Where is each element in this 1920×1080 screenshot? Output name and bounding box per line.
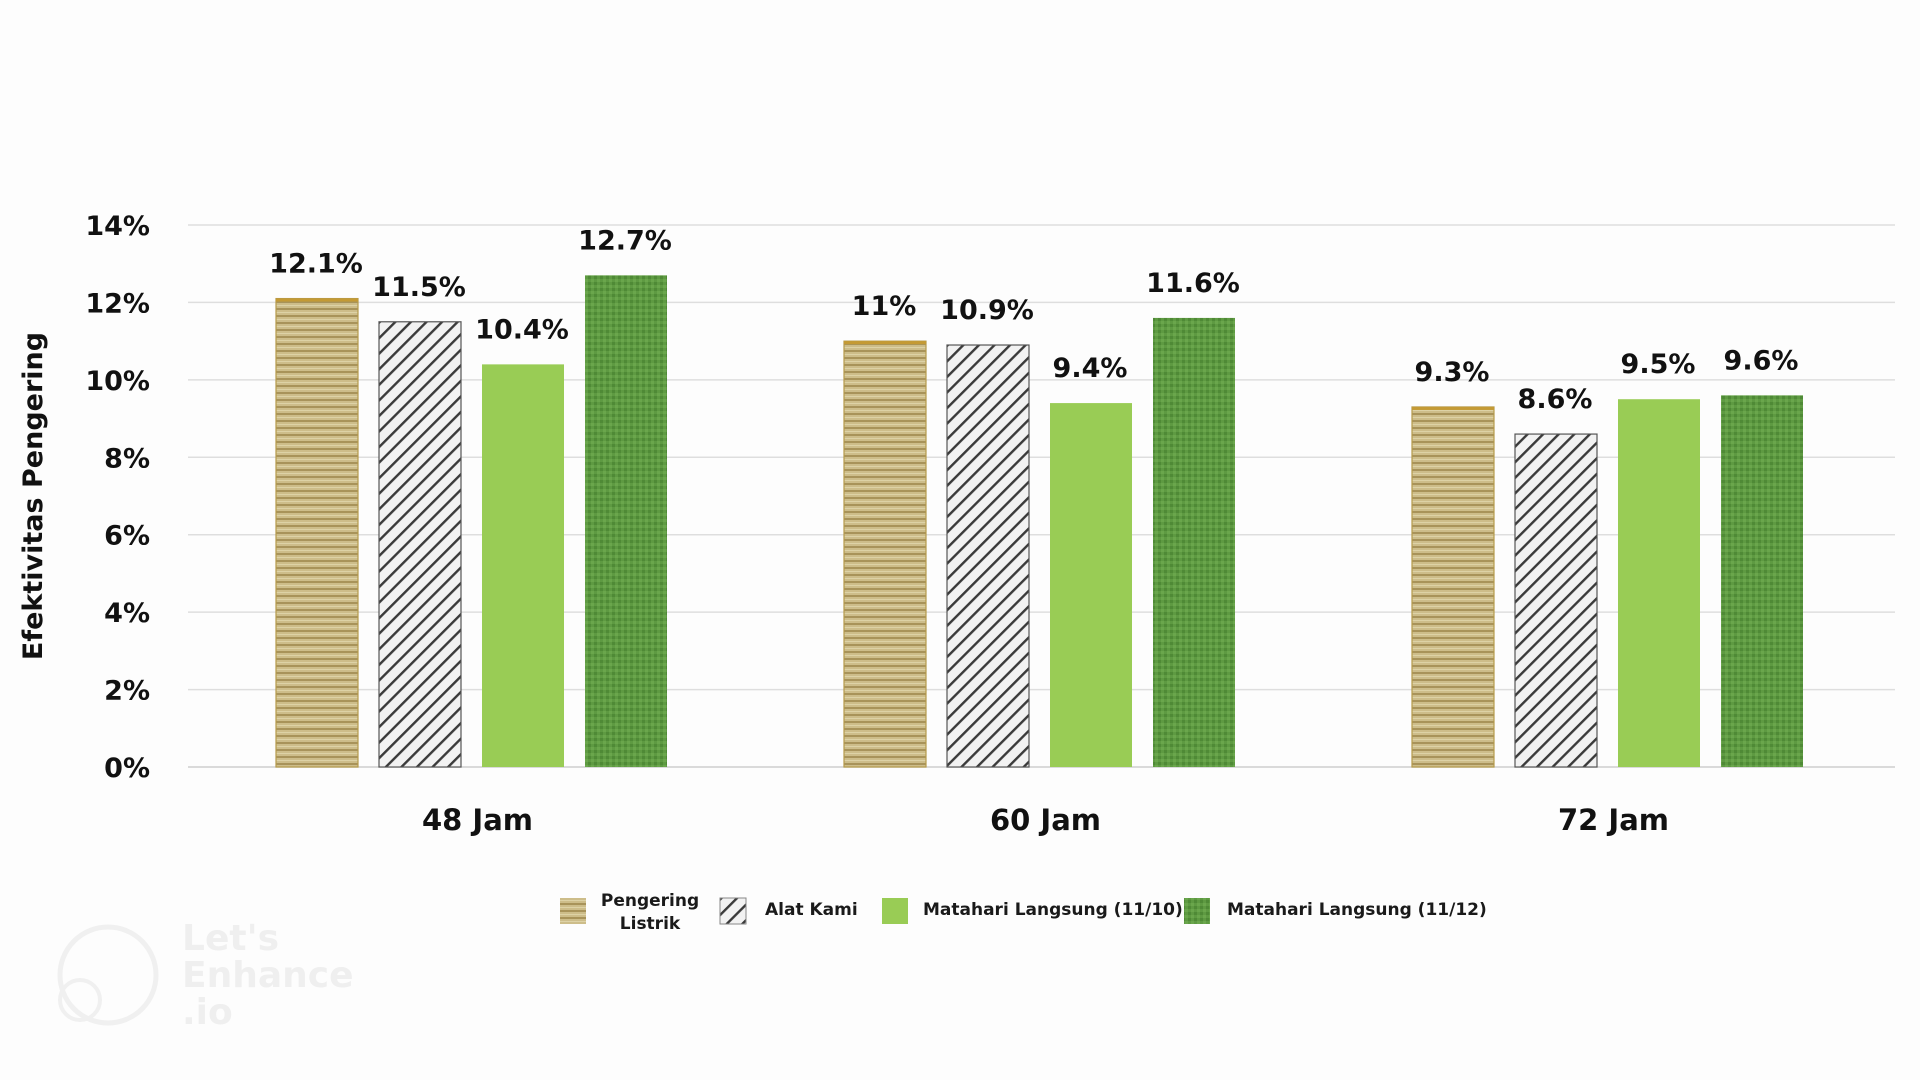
- bar: [482, 364, 564, 767]
- x-axis-categories: 48 Jam 60 Jam 72 Jam: [422, 803, 1669, 837]
- watermark-line-3: .io: [182, 992, 233, 1033]
- bar: [1721, 395, 1803, 767]
- bar: [585, 275, 667, 767]
- legend-label: Listrik: [620, 914, 681, 934]
- legend-swatch: [719, 897, 747, 925]
- data-label: 9.4%: [1053, 353, 1128, 384]
- y-tick-label: 14%: [85, 211, 150, 242]
- legend: Pengering Listrik Alat Kami Matahari Langsu…: [560, 891, 1487, 934]
- y-tick-label: 2%: [104, 676, 150, 707]
- watermark-line-2: Enhance: [182, 955, 354, 996]
- bar: [1411, 406, 1495, 768]
- data-label: 9.3%: [1415, 357, 1490, 388]
- watermark-ring-icon: [57, 924, 159, 1026]
- bar: [1050, 403, 1132, 767]
- data-label: 10.9%: [940, 295, 1034, 326]
- legend-swatch: [560, 898, 586, 924]
- bar: [378, 321, 462, 768]
- legend-label: Matahari Langsung (11/10): [923, 900, 1183, 920]
- gridlines: [188, 224, 1895, 768]
- legend-label: Matahari Langsung (11/12): [1227, 900, 1487, 920]
- watermark-dot-icon: [58, 978, 102, 1022]
- legend-swatch: [882, 898, 908, 924]
- bar: [1514, 433, 1598, 768]
- data-label: 8.6%: [1518, 384, 1593, 415]
- bars: [275, 275, 1803, 768]
- data-labels: 12.1% 11% 9.3% 11.5% 10.9% 8.6% 10.4% 9.4% 9.5% 1…: [269, 225, 1798, 415]
- data-label: 11%: [852, 291, 917, 322]
- x-category-label: 72 Jam: [1558, 803, 1669, 837]
- watermark-line-1: Let's: [182, 918, 279, 959]
- data-label: 11.5%: [372, 272, 466, 303]
- data-label: 9.5%: [1621, 349, 1696, 380]
- bar-top-edge: [276, 298, 358, 302]
- bar: [843, 340, 927, 768]
- x-category-label: 60 Jam: [990, 803, 1101, 837]
- bar: [1153, 317, 1235, 767]
- bar-top-edge: [844, 341, 926, 345]
- x-category-label: 48 Jam: [422, 803, 533, 837]
- y-tick-label: 8%: [104, 443, 150, 474]
- y-axis-ticks: 0% 2% 4% 6% 8% 10% 12% 14%: [85, 211, 150, 784]
- data-label: 11.6%: [1146, 268, 1240, 299]
- y-tick-label: 12%: [85, 288, 150, 319]
- bar: [275, 297, 359, 768]
- y-tick-label: 10%: [85, 366, 150, 397]
- data-label: 12.7%: [578, 225, 672, 256]
- watermark-logo: Let's Enhance .io: [57, 918, 354, 1033]
- data-label: 10.4%: [475, 314, 569, 345]
- y-tick-label: 6%: [104, 521, 150, 552]
- y-tick-label: 4%: [104, 598, 150, 629]
- bar-top-edge: [1412, 406, 1494, 410]
- legend-label: Alat Kami: [765, 900, 858, 920]
- y-axis-label: Efektivitas Pengering: [18, 332, 49, 660]
- data-label: 9.6%: [1724, 345, 1799, 376]
- legend-swatch: [1184, 898, 1210, 924]
- data-label: 12.1%: [269, 249, 363, 280]
- y-tick-label: 0%: [104, 753, 150, 784]
- bar: [946, 344, 1030, 768]
- legend-label: Pengering: [601, 891, 699, 911]
- bar: [1618, 399, 1700, 767]
